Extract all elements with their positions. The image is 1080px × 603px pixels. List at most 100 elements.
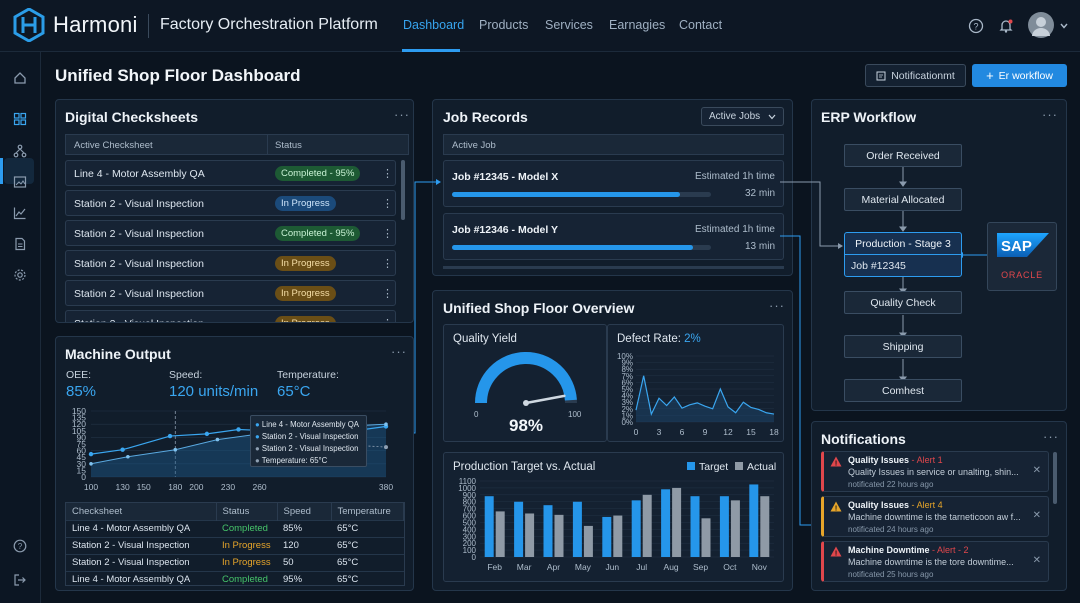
cell-speed: 120 [277, 536, 331, 554]
quality-yield-card: Quality Yield 0 100 98% [443, 324, 607, 442]
cell-temperature: 65°C [331, 553, 404, 571]
kebab-menu-icon[interactable]: ⋮ [382, 168, 393, 180]
document-icon[interactable] [9, 233, 31, 255]
avatar-icon[interactable] [1028, 12, 1054, 38]
legend-actual: Actual [735, 461, 776, 473]
scrollbar[interactable] [401, 160, 405, 220]
more-options-icon[interactable]: ··· [1042, 107, 1058, 122]
workflow-step-material-allocated[interactable]: Material Allocated [844, 188, 962, 211]
close-icon[interactable]: ✕ [1032, 465, 1041, 476]
workflow-step-quality-check[interactable]: Quality Check [844, 291, 962, 314]
chevron-down-icon [768, 114, 776, 120]
checksheet-row[interactable]: Station 2 - Visual Inspection In Progress… [65, 280, 396, 306]
chart-tooltip: ● Line 4 - Motor Assembly QA ● Station 2… [250, 415, 367, 467]
more-options-icon[interactable]: ··· [391, 344, 407, 359]
workflow-step-order-received[interactable]: Order Received [844, 144, 962, 167]
workflow-button[interactable]: + Er workflow [972, 64, 1067, 87]
table-row[interactable]: Line 4 - Motor Assembly QA Completed 95% 65… [66, 570, 404, 588]
notification-title-text: Quality Issues [848, 500, 910, 510]
settings-icon[interactable] [9, 264, 31, 286]
close-icon[interactable]: ✕ [1032, 555, 1041, 566]
machine-table-grid: Checksheet Status Speed Temperature Line… [66, 503, 404, 588]
kebab-menu-icon[interactable]: ⋮ [382, 288, 393, 300]
machine-output-title: Machine Output [65, 346, 171, 362]
brand-divider [148, 14, 149, 38]
dashboard-grid-icon[interactable] [9, 108, 31, 130]
more-options-icon[interactable]: ··· [1043, 429, 1059, 444]
checksheet-row[interactable]: Station 2 - Visual Inspection In Progress… [65, 250, 396, 276]
cell-checksheet: Station 2 - Visual Inspection [66, 553, 216, 571]
checksheet-row[interactable]: Station 2 - Visual Inspection In Progress… [65, 190, 396, 216]
table-row[interactable]: Line 4 - Motor Assembly QA Completed 85% 65… [66, 519, 404, 537]
bar-target [514, 501, 524, 557]
bar-target [602, 516, 612, 557]
nav-contact[interactable]: Contact [679, 18, 723, 32]
more-options-icon[interactable]: ··· [769, 298, 785, 313]
bell-icon[interactable] [995, 15, 1017, 37]
x-tick-label: Apr [547, 562, 560, 572]
kebab-menu-icon[interactable]: ⋮ [382, 228, 393, 240]
y-tick-label: 75 [77, 439, 87, 449]
notification-item[interactable]: ! Machine Downtime - Alert - 2 Machine dow… [821, 541, 1049, 582]
help-circle-icon[interactable]: ? [9, 535, 31, 557]
job-card[interactable]: Job #12346 - Model Y Estimated 1h time 1… [443, 213, 784, 260]
notification-item[interactable]: ! Quality Issues - Alert 4 Machine downtim… [821, 496, 1049, 537]
workflow-step-comhest[interactable]: Comhest [844, 379, 962, 402]
workflow-step-production[interactable]: Production - Stage 3 Job #12345 [844, 232, 962, 277]
hierarchy-icon[interactable] [9, 140, 31, 162]
kebab-menu-icon[interactable]: ⋮ [382, 317, 393, 322]
notification-button[interactable]: Notificationmt [865, 64, 966, 87]
workflow-step-shipping[interactable]: Shipping [844, 335, 962, 358]
brand-name[interactable]: Harmoni [53, 12, 138, 37]
home-icon[interactable] [9, 67, 31, 89]
image-icon[interactable] [9, 171, 31, 193]
bar-actual [554, 514, 564, 557]
checksheet-name: Station 2 - Visual Inspection [74, 288, 204, 300]
status-badge: Completed - 95% [275, 166, 361, 181]
bar-actual [672, 487, 682, 557]
table-row[interactable]: Station 2 - Visual Inspection In Progress… [66, 536, 404, 554]
checksheets-panel: Digital Checksheets ··· Active Checkshee… [55, 99, 414, 323]
bar-actual [760, 496, 770, 557]
nav-dashboard[interactable]: Dashboard [403, 18, 465, 32]
job-minutes: 32 min [744, 188, 775, 199]
help-icon[interactable]: ? [965, 15, 987, 37]
erp-workflow-panel: ERP Workflow ··· Order Received Material… [811, 99, 1067, 411]
speed-label: Speed: [169, 369, 203, 381]
job-card[interactable]: Job #12345 - Model X Estimated 1h time 3… [443, 160, 784, 207]
data-point [204, 431, 210, 437]
legend-target-label: Target [699, 461, 729, 473]
notification-time: notificated 22 hours ago [848, 480, 934, 489]
x-tick-label: 100 [84, 482, 98, 492]
kebab-menu-icon[interactable]: ⋮ [382, 258, 393, 270]
checksheet-row[interactable]: Station 2 - Visual Inspection In Progress… [65, 310, 396, 322]
logout-icon[interactable] [9, 569, 31, 591]
scrollbar[interactable] [1053, 452, 1057, 504]
more-options-icon[interactable]: ··· [394, 107, 410, 122]
active-jobs-select[interactable]: Active Jobs [701, 107, 784, 126]
bar-actual [495, 511, 505, 557]
svg-text:?: ? [973, 22, 978, 32]
table-row[interactable]: Station 2 - Visual Inspection In Progress… [66, 553, 404, 571]
svg-text:?: ? [18, 542, 23, 551]
notification-item[interactable]: ! Quality Issues - Alert 1 Quality Issues … [821, 451, 1049, 492]
nav-services[interactable]: Services [545, 18, 593, 32]
nav-earnagies[interactable]: Earnagies [609, 18, 666, 32]
sap-logo-icon: SAP [997, 233, 1049, 257]
y-tick-label: 2% [621, 405, 633, 414]
checksheet-name: Station 2 - Visual Inspection [74, 228, 204, 240]
data-point [215, 437, 220, 442]
chevron-down-icon[interactable] [1053, 15, 1075, 37]
workflow-step-production-label: Production - Stage 3 [855, 238, 951, 250]
temperature-label: Temperature: [277, 369, 339, 381]
data-point [384, 445, 388, 450]
checksheet-row[interactable]: Station 2 - Visual Inspection Completed -… [65, 220, 396, 246]
y-tick-label: 600 [463, 512, 477, 521]
quality-yield-value: 98% [508, 416, 544, 435]
chart-line-icon[interactable] [9, 202, 31, 224]
nav-products[interactable]: Products [479, 18, 529, 32]
close-icon[interactable]: ✕ [1032, 510, 1041, 521]
legend-target: Target [687, 461, 728, 473]
kebab-menu-icon[interactable]: ⋮ [382, 198, 393, 210]
checksheet-row[interactable]: Line 4 - Motor Assembly QA Completed - 95… [65, 160, 396, 186]
